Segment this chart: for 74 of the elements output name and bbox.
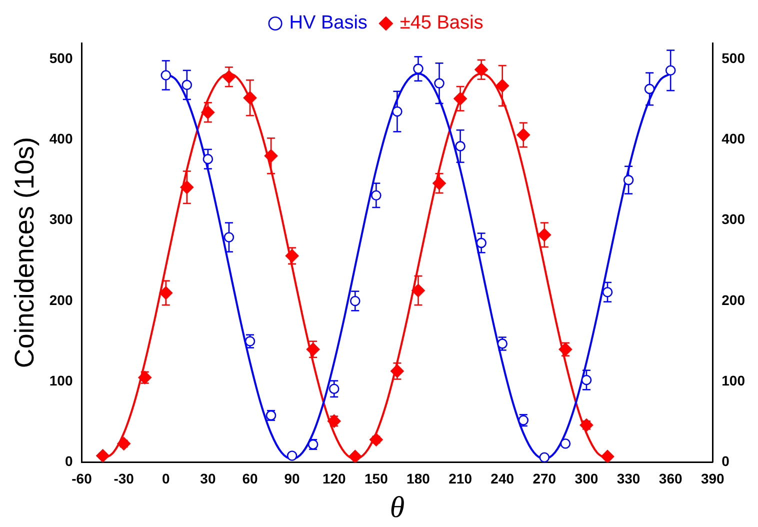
point	[371, 190, 382, 201]
point	[224, 232, 234, 242]
legend-label: HV Basis	[289, 12, 368, 34]
point	[350, 296, 360, 306]
point	[348, 450, 362, 462]
point	[623, 174, 634, 186]
point	[644, 84, 655, 94]
point	[392, 106, 402, 117]
point	[306, 342, 320, 356]
point	[434, 78, 444, 88]
point	[180, 180, 194, 194]
y2-tick-label: 0	[722, 453, 730, 470]
legend-label: ±45 Basis	[400, 12, 484, 34]
x-tick-label: 360	[658, 470, 682, 486]
point	[539, 452, 550, 462]
point	[285, 249, 299, 262]
point	[496, 79, 509, 92]
y-tick-label: 300	[49, 211, 73, 228]
x-tick-label: 210	[448, 470, 472, 486]
x-tick-label: 150	[364, 470, 388, 486]
x-axis-title: θ	[390, 490, 405, 524]
x-tick-label: 330	[616, 470, 640, 486]
x-tick-label: 0	[162, 470, 170, 486]
x-tick-label: 300	[574, 470, 598, 486]
y2-tick-label: 500	[722, 50, 746, 66]
y-axis-title: Coincidences (10s)	[10, 137, 40, 368]
point	[390, 364, 404, 378]
point	[202, 154, 214, 164]
point	[581, 374, 592, 386]
point	[602, 286, 613, 298]
point	[264, 149, 278, 163]
point	[432, 176, 446, 190]
point	[600, 450, 614, 462]
x-tick-label: 90	[284, 470, 300, 486]
y-tick-label: 0	[64, 453, 73, 470]
y2-tick-label: 400	[722, 130, 746, 147]
point	[497, 338, 508, 349]
x-tick-label: 270	[532, 470, 556, 486]
point	[117, 437, 130, 450]
x-tick-label: -30	[114, 470, 134, 486]
point	[370, 432, 383, 446]
point	[328, 384, 340, 394]
x-tick-label: 180	[406, 470, 430, 486]
x-tick-label: 240	[490, 470, 514, 486]
point	[96, 449, 110, 462]
point	[243, 91, 257, 104]
point	[560, 438, 571, 449]
y2-tick-label: 300	[722, 211, 746, 228]
point	[665, 65, 676, 76]
point	[516, 128, 530, 142]
y-tick-label: 100	[49, 372, 73, 388]
point	[454, 92, 467, 106]
point	[222, 70, 236, 84]
y2-tick-label: 100	[722, 372, 746, 388]
y-tick-label: 400	[49, 130, 73, 147]
x-tick-label: -60	[72, 470, 92, 486]
y2-tick-label: 200	[722, 292, 746, 308]
point	[538, 228, 552, 242]
point	[476, 238, 486, 248]
point	[182, 80, 192, 90]
point	[474, 62, 488, 76]
y-tick-label: 500	[49, 50, 73, 66]
y-tick-label: 200	[49, 292, 73, 308]
point	[286, 450, 298, 461]
x-tick-label: 60	[242, 470, 258, 486]
point	[413, 64, 424, 74]
point	[159, 286, 173, 300]
point	[455, 141, 466, 152]
x-tick-label: 30	[200, 470, 216, 486]
point	[412, 284, 425, 298]
point	[160, 70, 172, 80]
x-tick-label: 120	[322, 470, 346, 486]
x-tick-label: 390	[700, 470, 725, 486]
point	[201, 106, 215, 119]
